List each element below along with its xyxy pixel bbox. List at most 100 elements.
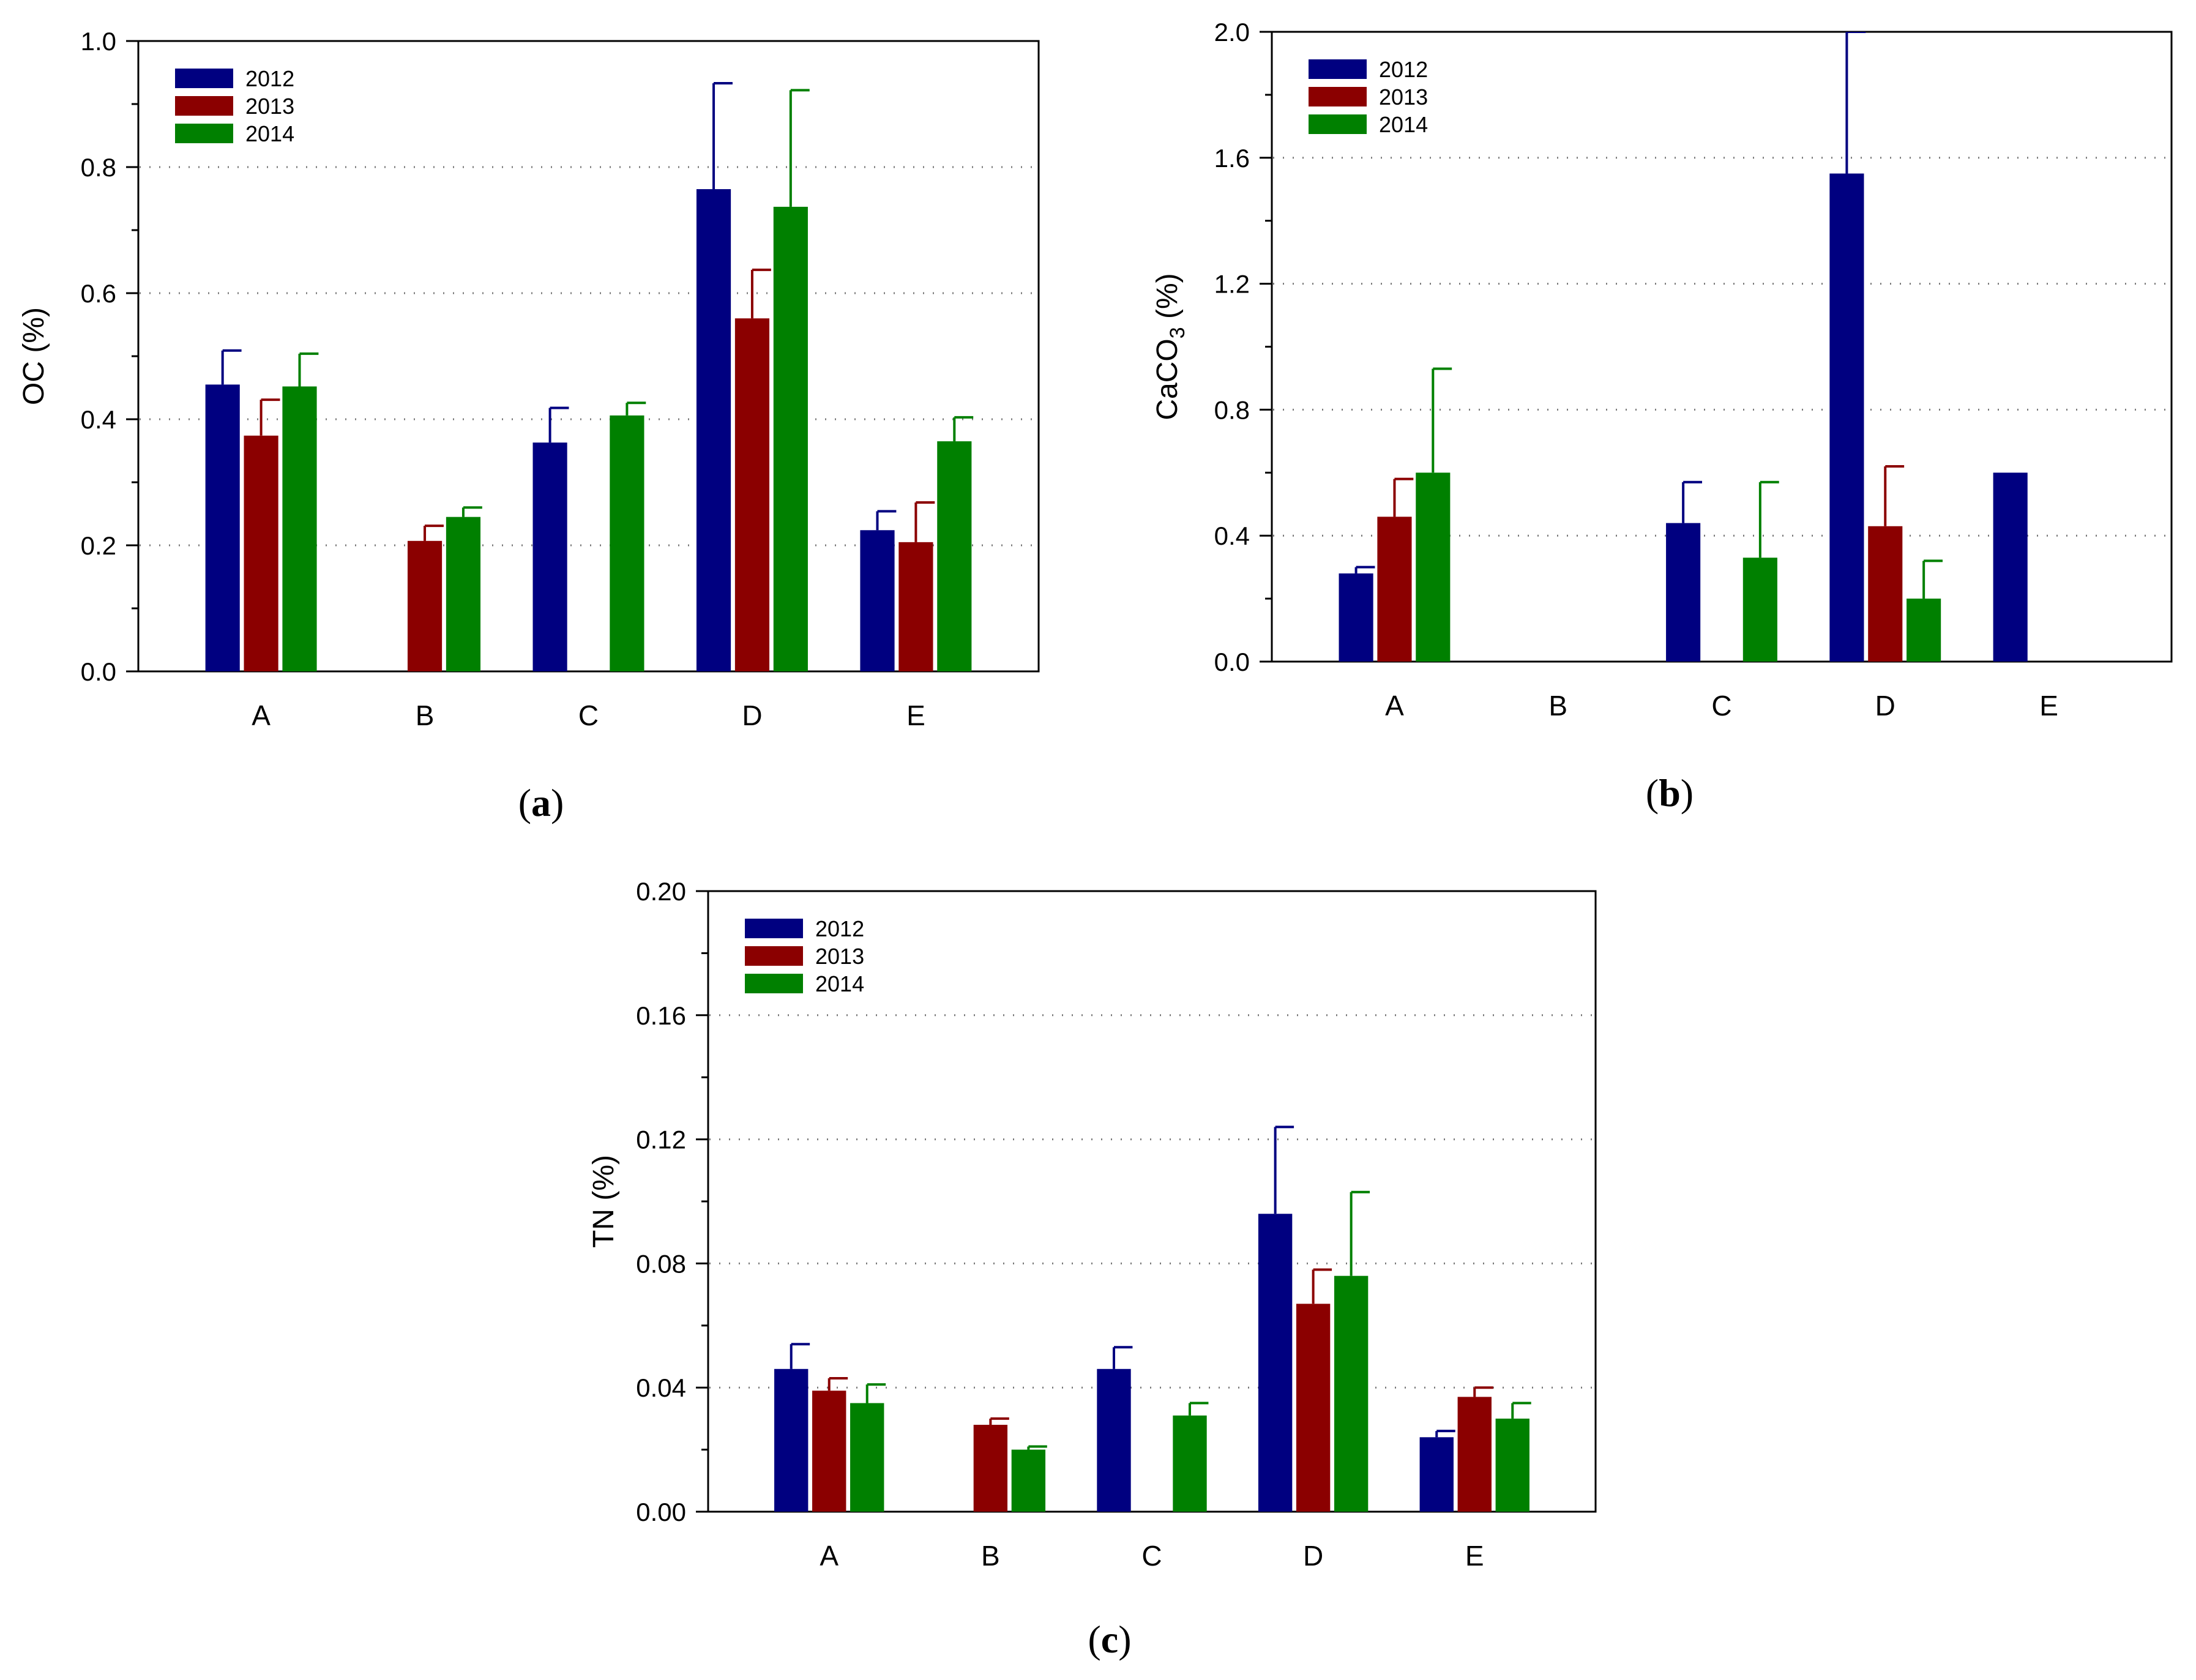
x-tick-label: C (578, 700, 599, 731)
bar-2014-C (610, 415, 644, 671)
legend-label-2012: 2012 (1379, 57, 1428, 82)
x-tick-label: B (981, 1540, 1000, 1572)
caption-open: ( (1088, 1618, 1100, 1661)
bar-2012-D (696, 189, 731, 671)
x-tick-label: B (416, 700, 435, 731)
y-tick-label: 0.00 (636, 1498, 686, 1526)
bar-2012-E (1993, 472, 2028, 662)
y-tick-label: 0.16 (636, 1001, 686, 1030)
y-tick-label: 0.20 (636, 877, 686, 906)
bar-2013-D (1868, 526, 1903, 662)
y-tick-label: 1.6 (1214, 144, 1250, 173)
y-tick-label: 2.0 (1214, 18, 1250, 47)
legend-label-2014: 2014 (1379, 112, 1428, 137)
legend-label-2014: 2014 (815, 971, 864, 996)
y-axis-label: CaCO3 (%) (1151, 273, 1189, 420)
panel-caption: (a) (518, 781, 564, 824)
x-tick-label: C (1141, 1540, 1162, 1572)
y-tick-label: 0.4 (81, 405, 116, 434)
legend-swatch-2012 (1309, 59, 1367, 79)
legend-label-2012: 2012 (815, 916, 864, 941)
y-tick-label: 0.8 (1214, 395, 1250, 424)
caption-close: ) (551, 781, 564, 824)
bar-2012-A (774, 1368, 809, 1512)
bar-2014-D (773, 206, 808, 671)
bar-2013-D (734, 318, 770, 671)
legend-swatch-2014 (745, 974, 803, 993)
legend-swatch-2014 (175, 124, 233, 143)
x-tick-label: A (252, 700, 271, 731)
legend-swatch-2013 (1309, 87, 1367, 106)
legend-swatch-2012 (745, 919, 803, 938)
bar-2014-B (1011, 1449, 1046, 1512)
caption-letter: c (1101, 1618, 1118, 1661)
legend-label-2013: 2013 (1379, 84, 1428, 110)
x-tick-label: E (906, 700, 925, 731)
bar-2014-E (937, 441, 972, 671)
caption-open: ( (1646, 771, 1659, 815)
bar-2013-B (407, 540, 443, 671)
legend-label-2013: 2013 (815, 944, 864, 969)
bar-2014-E (1495, 1418, 1529, 1512)
bar-2013-A (812, 1391, 846, 1512)
y-tick-label: 0.08 (636, 1249, 686, 1278)
x-tick-label: D (1303, 1540, 1323, 1572)
panel-a: 0.0 0.2 0.4 0.6 0.8 1.0 A B C D E OC (%) 2012 2013201… (18, 27, 1040, 824)
y-axis-label-main: CaCO (1151, 338, 1184, 420)
x-tick-label: D (742, 700, 762, 731)
x-tick-label: D (1875, 690, 1895, 722)
bar-2012-A (1339, 573, 1373, 662)
legend-label-2012: 2012 (245, 66, 294, 91)
legend-swatch-2014 (1309, 114, 1367, 134)
panel-b: 0.0 0.4 0.8 1.2 1.6 2.0 A B C D E CaCO3 (%) 20122013… (1151, 18, 2173, 815)
bar-2013-D (1296, 1304, 1331, 1512)
y-tick-label: 1.2 (1214, 270, 1250, 299)
bar-2013-B (973, 1425, 1008, 1512)
bar-2013-E (1457, 1397, 1492, 1512)
legend-label-2013: 2013 (245, 94, 294, 119)
bar-2014-A (282, 386, 317, 671)
bar-2014-C (1742, 558, 1777, 662)
bar-2012-E (860, 530, 895, 671)
bar-2012-D (1258, 1214, 1293, 1512)
panel-c: 0.00 0.04 0.08 0.12 0.16 0.20 A B C D E TN (%) 2012 2… (588, 877, 1597, 1661)
bar-2012-D (1829, 173, 1864, 662)
y-tick-label: 0.0 (1214, 648, 1250, 676)
caption-close: ) (1118, 1618, 1131, 1661)
x-tick-label: B (1548, 690, 1567, 722)
legend-swatch-2013 (175, 96, 233, 116)
bar-2014-C (1173, 1415, 1207, 1512)
x-tick-label: A (1385, 690, 1404, 722)
y-tick-label: 0.6 (81, 279, 116, 308)
y-axis-label-main: OC (%) (18, 307, 50, 405)
bar-2012-C (1666, 523, 1701, 662)
legend-swatch-2012 (175, 69, 233, 88)
y-tick-label: 0.2 (81, 531, 116, 560)
bar-2012-C (532, 442, 567, 671)
bar-2014-A (1416, 472, 1451, 662)
bar-2012-C (1097, 1368, 1131, 1512)
bar-2014-D (1334, 1275, 1369, 1512)
y-axis-label-subscript: 3 (1166, 327, 1189, 338)
y-tick-label: 0.8 (81, 153, 116, 182)
bars-group (774, 1126, 1531, 1512)
y-tick-label: 1.0 (81, 27, 116, 56)
panel-caption: (c) (1088, 1618, 1131, 1661)
y-axis-label: OC (%) (18, 307, 50, 405)
y-axis-label: TN (%) (588, 1155, 620, 1248)
caption-letter: a (531, 781, 551, 824)
panel-caption: (b) (1646, 771, 1694, 815)
bar-2013-A (1377, 517, 1412, 662)
x-tick-label: A (820, 1540, 838, 1572)
bar-2012-E (1419, 1437, 1454, 1512)
legend-swatch-2013 (745, 946, 803, 966)
bar-2014-B (446, 517, 481, 671)
bar-2014-D (1907, 599, 1941, 662)
y-tick-label: 0.12 (636, 1126, 686, 1154)
x-tick-label: E (1465, 1540, 1484, 1572)
caption-close: ) (1681, 771, 1694, 815)
y-tick-label: 0.0 (81, 657, 116, 686)
caption-open: ( (518, 781, 531, 824)
bar-2013-A (244, 435, 278, 671)
bar-2012-A (205, 384, 240, 671)
